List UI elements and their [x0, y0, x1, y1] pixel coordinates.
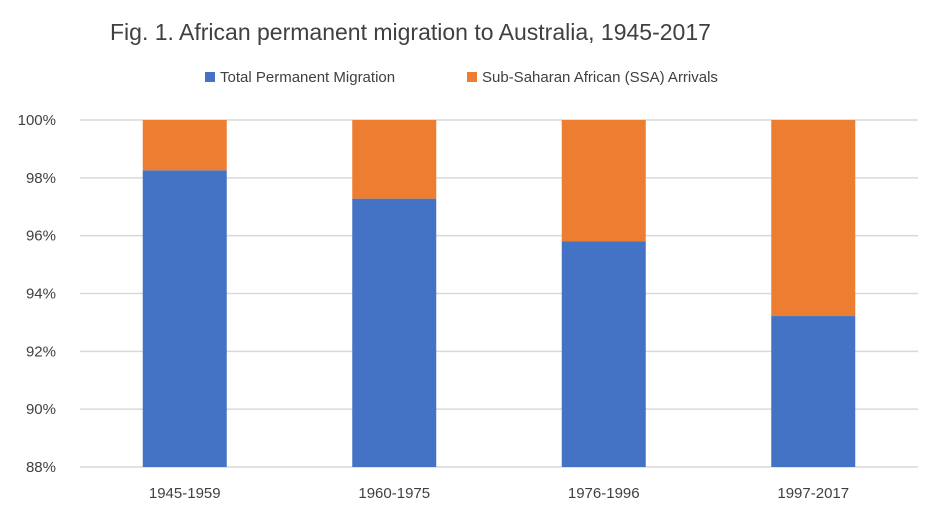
bar-total — [561, 241, 646, 467]
y-tick-label: 94% — [26, 286, 56, 303]
legend-swatch — [205, 72, 215, 82]
bar-ssa — [561, 120, 646, 242]
legend-label: Sub-Saharan African (SSA) Arrivals — [482, 69, 718, 86]
x-axis: 1945-1959 1960-1975 1976-1996 1997-2017 — [149, 485, 849, 502]
x-tick-label: 1945-1959 — [149, 485, 221, 502]
legend-swatch — [467, 72, 477, 82]
x-tick-label: 1997-2017 — [777, 485, 849, 502]
y-tick-label: 90% — [26, 401, 56, 418]
y-tick-label: 100% — [18, 112, 56, 129]
bar-total — [352, 198, 437, 468]
legend-label: Total Permanent Migration — [220, 69, 395, 86]
bar-ssa — [142, 120, 227, 171]
bar-total — [142, 170, 227, 467]
x-tick-label: 1976-1996 — [568, 485, 640, 502]
y-axis: 88% 90% 92% 94% 96% 98% 100% — [18, 112, 56, 476]
y-tick-label: 92% — [26, 343, 56, 360]
chart-title: Fig. 1. African permanent migration to A… — [110, 19, 711, 45]
x-tick-label: 1960-1975 — [358, 485, 430, 502]
bar-ssa — [771, 120, 856, 317]
bar-total — [771, 316, 856, 467]
bars — [142, 120, 856, 468]
bar-ssa — [352, 120, 437, 199]
y-tick-label: 96% — [26, 228, 56, 245]
y-tick-label: 88% — [26, 459, 56, 476]
y-tick-label: 98% — [26, 170, 56, 187]
legend: Total Permanent Migration Sub-Saharan Afr… — [205, 69, 718, 86]
